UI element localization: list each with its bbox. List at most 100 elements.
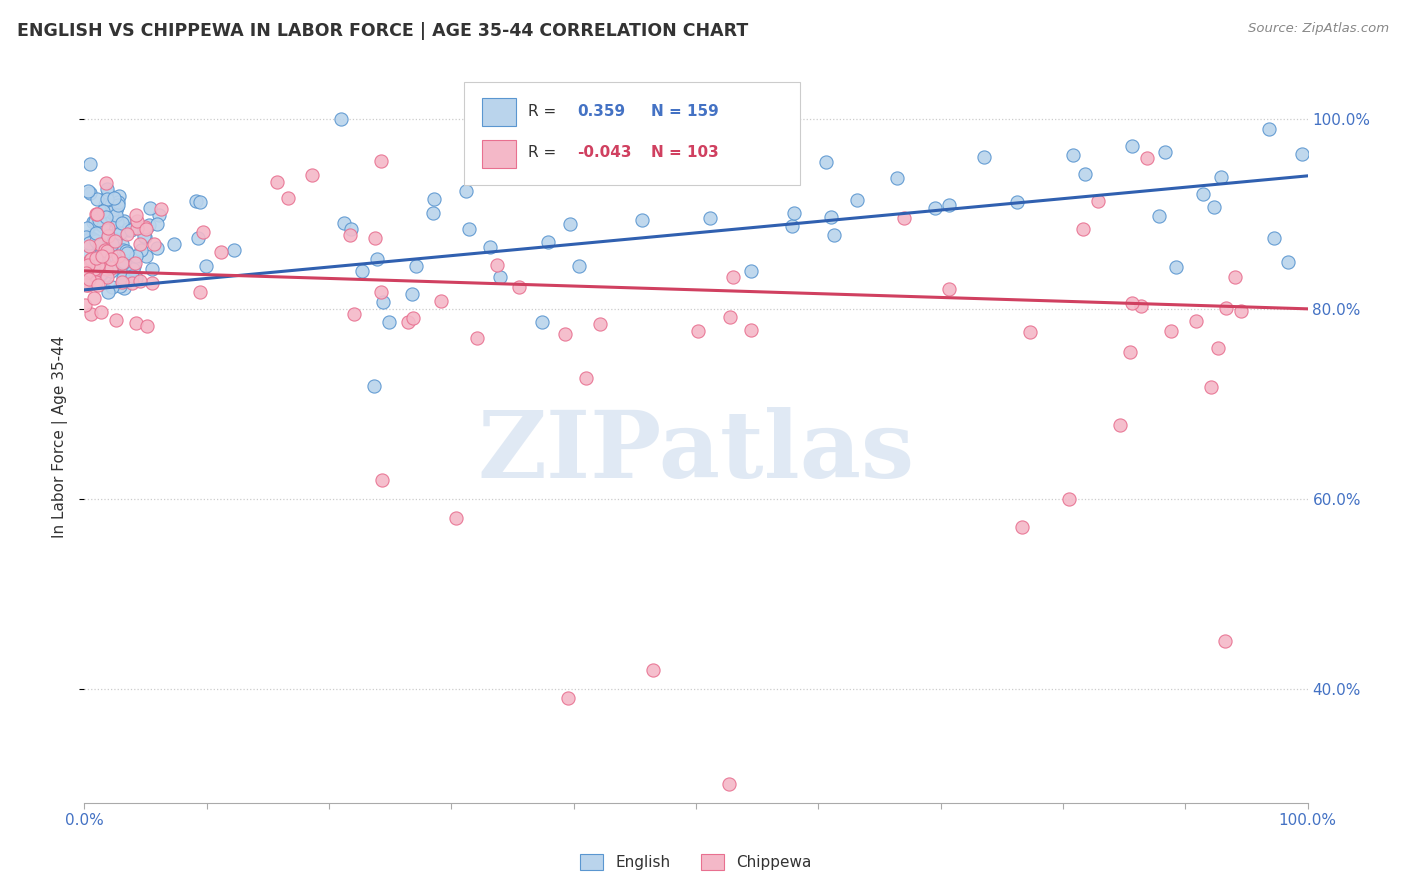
Point [107, 215, 129, 229]
Point [973, 151, 995, 165]
Text: -0.043: -0.043 [578, 145, 631, 161]
Point [352, 264, 374, 278]
Point [77, 272, 100, 286]
Point [586, 122, 609, 136]
Point [401, 287, 423, 301]
Point [479, 240, 502, 254]
FancyBboxPatch shape [464, 82, 800, 185]
Point [93, 216, 115, 230]
Point [124, 256, 146, 270]
Point [454, 184, 477, 198]
Point [1071, 222, 1094, 236]
Point [194, 259, 217, 273]
Point [266, 175, 288, 189]
Point [1062, 147, 1084, 161]
Point [112, 271, 135, 285]
Point [121, 268, 143, 283]
Point [83, 256, 105, 270]
Point [111, 243, 134, 257]
Point [699, 211, 721, 226]
Text: ZIPatlas: ZIPatlas [478, 407, 914, 497]
Point [141, 276, 163, 290]
Point [186, 194, 208, 208]
Point [87, 252, 110, 266]
Point [575, 371, 598, 385]
Point [1209, 169, 1232, 184]
Point [82, 268, 104, 282]
Point [79, 252, 101, 267]
Point [1005, 194, 1028, 209]
Text: R =: R = [529, 103, 557, 119]
Point [75, 277, 97, 292]
Point [1160, 324, 1182, 338]
Point [371, 473, 394, 487]
Point [112, 214, 135, 228]
Point [780, 219, 803, 234]
Point [209, 245, 232, 260]
Point [143, 237, 166, 252]
Point [444, 511, 467, 525]
Point [105, 200, 128, 214]
Point [103, 190, 125, 204]
Point [1206, 342, 1229, 356]
Point [589, 317, 612, 331]
Point [560, 218, 582, 232]
Point [924, 201, 946, 215]
Point [485, 258, 508, 272]
Point [97, 248, 120, 262]
Point [84, 207, 107, 221]
Point [87, 212, 110, 227]
Point [129, 274, 152, 288]
Point [101, 205, 124, 219]
Point [339, 228, 361, 243]
Point [134, 228, 156, 243]
Point [363, 231, 385, 245]
Point [191, 225, 214, 239]
Point [422, 206, 444, 220]
Point [115, 246, 138, 260]
Point [122, 257, 145, 271]
Point [371, 295, 394, 310]
Point [80, 307, 103, 321]
Point [104, 233, 127, 247]
Point [79, 186, 101, 200]
Point [1215, 634, 1237, 648]
Point [1074, 167, 1097, 181]
Point [107, 194, 129, 209]
Point [530, 315, 553, 329]
Text: Source: ZipAtlas.com: Source: ZipAtlas.com [1249, 22, 1389, 36]
Point [84, 229, 107, 244]
Point [96, 270, 118, 285]
Point [77, 229, 100, 244]
Point [124, 208, 146, 222]
Point [112, 255, 135, 269]
Point [1204, 200, 1226, 214]
Point [405, 259, 427, 273]
Point [1087, 194, 1109, 209]
Point [110, 226, 132, 240]
Point [104, 202, 127, 217]
Point [90, 267, 112, 281]
Text: N = 103: N = 103 [651, 145, 718, 161]
Point [641, 663, 664, 677]
Point [96, 181, 118, 195]
Point [107, 249, 129, 263]
Point [111, 237, 134, 252]
Point [111, 255, 134, 269]
Point [87, 207, 110, 221]
Point [104, 208, 127, 222]
Point [718, 777, 741, 791]
Point [124, 271, 146, 285]
Point [77, 235, 100, 250]
Point [554, 327, 576, 342]
Point [886, 170, 908, 185]
Point [83, 213, 105, 227]
Point [86, 192, 108, 206]
Point [117, 222, 139, 236]
Point [343, 307, 366, 321]
Point [117, 227, 139, 241]
Point [111, 254, 134, 268]
Point [557, 691, 579, 706]
Point [508, 279, 530, 293]
Point [76, 258, 98, 272]
